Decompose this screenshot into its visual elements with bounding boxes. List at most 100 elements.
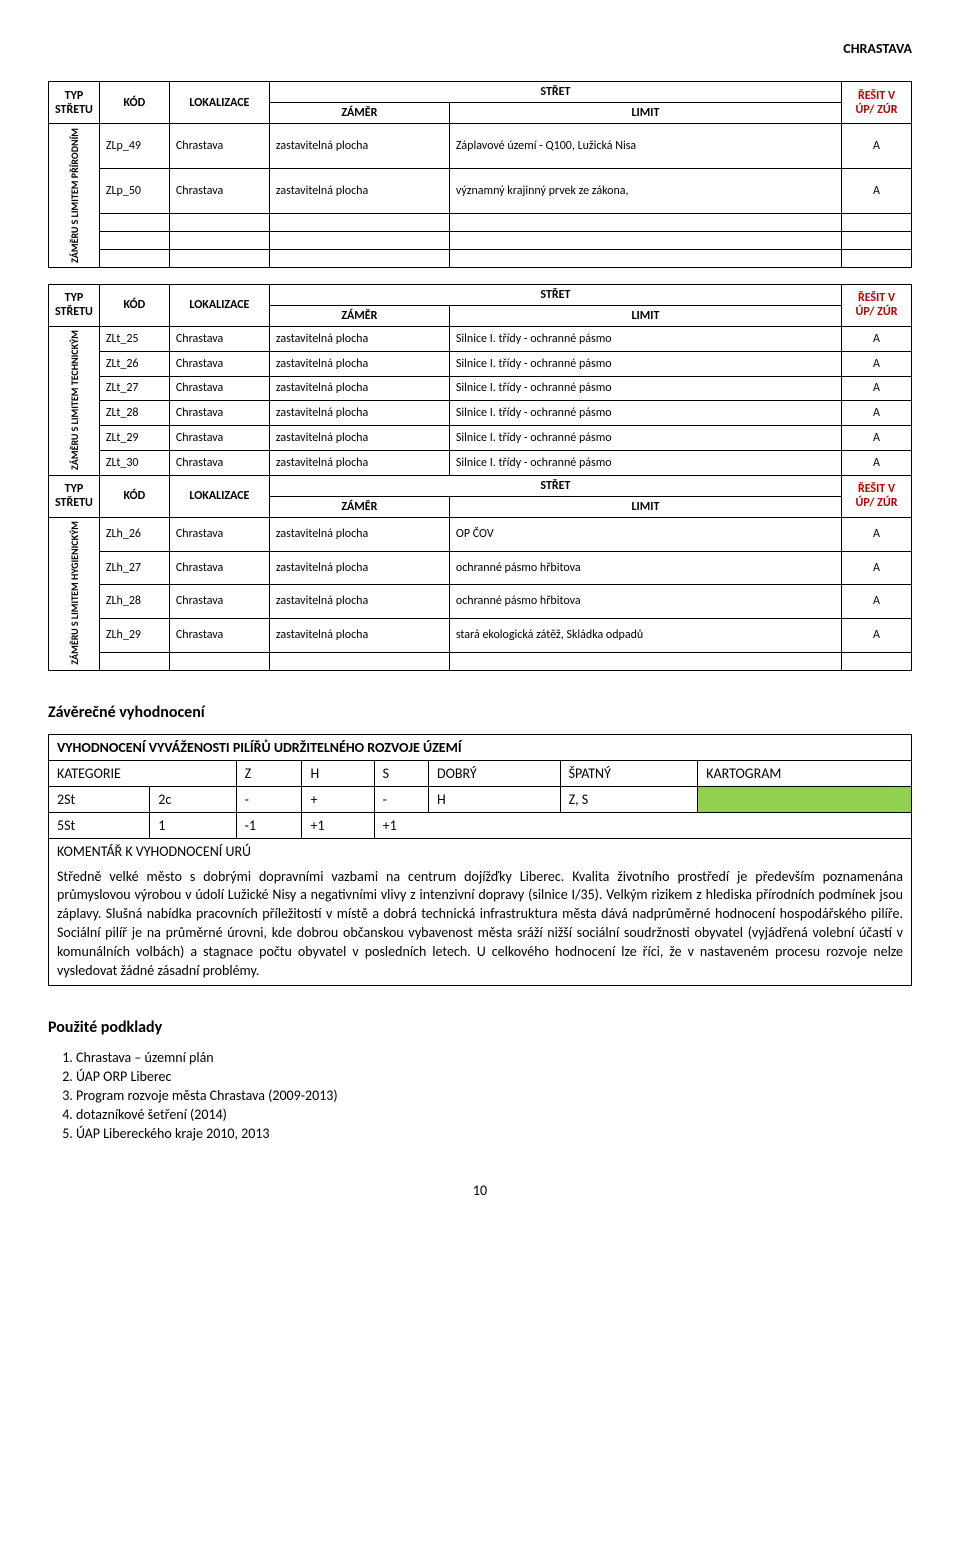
cell-kod: ZLh_28: [99, 585, 169, 619]
eval-h-h: H: [302, 760, 374, 786]
eval-r1-c6: Z, S: [560, 786, 698, 812]
cell-limit: Silnice I. třídy - ochranné pásmo: [449, 376, 841, 401]
cell-lok: Chrastava: [169, 450, 269, 475]
cell-zamer: zastavitelná plocha: [269, 517, 449, 551]
cell-res: A: [842, 351, 912, 376]
cell-zamer: zastavitelná plocha: [269, 124, 449, 169]
th-limit: LIMIT: [449, 103, 841, 124]
source-item: dotazníkové šetření (2014): [76, 1106, 912, 1123]
th-resit: ŘEŠIT V ÚP/ ZÚR: [842, 284, 912, 326]
th-zamer: ZÁMĚR: [269, 496, 449, 517]
eval-r2-c4: +1: [374, 812, 911, 838]
cell-res: A: [842, 450, 912, 475]
cell-limit: Silnice I. třídy - ochranné pásmo: [449, 401, 841, 426]
eval-h-kategorie: KATEGORIE: [49, 760, 237, 786]
th-kod: KÓD: [99, 82, 169, 124]
cell-limit: Silnice I. třídy - ochranné pásmo: [449, 426, 841, 451]
eval-title: VYHODNOCENÍ VYVÁŽENOSTI PILÍŘŮ UDRŽITELN…: [49, 734, 912, 760]
cell-zamer: zastavitelná plocha: [269, 585, 449, 619]
cell-lok: Chrastava: [169, 517, 269, 551]
evaluation-table: VYHODNOCENÍ VYVÁŽENOSTI PILÍŘŮ UDRŽITELN…: [48, 734, 912, 986]
cell-res: A: [842, 585, 912, 619]
cell-kod: ZLh_29: [99, 618, 169, 652]
cell-res: A: [842, 426, 912, 451]
source-item: Program rozvoje města Chrastava (2009-20…: [76, 1087, 912, 1104]
cell-res: A: [842, 376, 912, 401]
cell-limit: Silnice I. třídy - ochranné pásmo: [449, 450, 841, 475]
cell-lok: Chrastava: [169, 124, 269, 169]
eval-r1-c3: +: [302, 786, 374, 812]
eval-r1-kartogram-fill: [698, 786, 912, 812]
cell-lok: Chrastava: [169, 551, 269, 585]
eval-r2-c2: -1: [236, 812, 302, 838]
th-zamer: ZÁMĚR: [269, 103, 449, 124]
cell-limit: významný krajinný prvek ze zákona,: [449, 168, 841, 213]
cell-kod: ZLh_26: [99, 517, 169, 551]
th-kod: KÓD: [99, 284, 169, 326]
cell-kod: ZLt_28: [99, 401, 169, 426]
eval-komentar-hdr: KOMENTÁŘ K VYHODNOCENÍ URÚ: [49, 838, 912, 864]
sources-list: Chrastava – územní plán ÚAP ORP Liberec …: [48, 1049, 912, 1142]
eval-r2-c0: 5St: [49, 812, 150, 838]
source-item: ÚAP Libereckého kraje 2010, 2013: [76, 1125, 912, 1142]
cell-kod: ZLh_27: [99, 551, 169, 585]
source-item: Chrastava – územní plán: [76, 1049, 912, 1066]
cell-limit: OP ČOV: [449, 517, 841, 551]
cell-lok: Chrastava: [169, 168, 269, 213]
th-typ: TYP STŘETU: [49, 284, 100, 326]
th-stret: STŘET: [269, 82, 841, 103]
eval-h-s: S: [374, 760, 428, 786]
cell-kod: ZLp_49: [99, 124, 169, 169]
cell-limit: stará ekologická zátěž, Skládka odpadů: [449, 618, 841, 652]
eval-r1-c4: -: [374, 786, 428, 812]
cell-res: A: [842, 618, 912, 652]
cell-zamer: zastavitelná plocha: [269, 426, 449, 451]
source-item: ÚAP ORP Liberec: [76, 1068, 912, 1085]
cell-lok: Chrastava: [169, 376, 269, 401]
th-limit: LIMIT: [449, 305, 841, 326]
cell-zamer: zastavitelná plocha: [269, 618, 449, 652]
th-zamer: ZÁMĚR: [269, 305, 449, 326]
eval-h-z: Z: [236, 760, 302, 786]
cell-zamer: zastavitelná plocha: [269, 351, 449, 376]
conflict-table-tech-hyg: TYP STŘETU KÓD LOKALIZACE STŘET ŘEŠIT V …: [48, 284, 912, 671]
cell-limit: Silnice I. třídy - ochranné pásmo: [449, 326, 841, 351]
cell-lok: Chrastava: [169, 326, 269, 351]
page-number: 10: [48, 1182, 912, 1199]
eval-r1-c0: 2St: [49, 786, 150, 812]
conflict-table-prirodni: TYP STŘETU KÓD LOKALIZACE STŘET ŘEŠIT V …: [48, 81, 912, 268]
cell-kod: ZLt_27: [99, 376, 169, 401]
th-resit: ŘEŠIT V ÚP/ ZÚR: [842, 82, 912, 124]
cell-limit: ochranné pásmo hřbitova: [449, 551, 841, 585]
eval-r1-c5: H: [428, 786, 560, 812]
cell-lok: Chrastava: [169, 351, 269, 376]
cell-lok: Chrastava: [169, 426, 269, 451]
row-group-hyg: ZÁMĚRU S LIMITEM HYGIENICKÝM: [49, 517, 100, 670]
th-stret: STŘET: [269, 475, 841, 496]
sources-heading: Použité podklady: [48, 1018, 912, 1037]
cell-res: A: [842, 326, 912, 351]
cell-kod: ZLp_50: [99, 168, 169, 213]
cell-res: A: [842, 168, 912, 213]
cell-zamer: zastavitelná plocha: [269, 551, 449, 585]
final-evaluation-heading: Závěrečné vyhodnocení: [48, 703, 912, 722]
th-kod: KÓD: [99, 475, 169, 517]
cell-lok: Chrastava: [169, 618, 269, 652]
th-typ: TYP STŘETU: [49, 82, 100, 124]
eval-h-spatny: ŠPATNÝ: [560, 760, 698, 786]
th-lok: LOKALIZACE: [169, 475, 269, 517]
row-group-tech: ZÁMĚRU S LIMITEM TECHNICKÝM: [49, 326, 100, 475]
th-lok: LOKALIZACE: [169, 284, 269, 326]
th-stret: STŘET: [269, 284, 841, 305]
cell-kod: ZLt_30: [99, 450, 169, 475]
cell-kod: ZLt_25: [99, 326, 169, 351]
cell-res: A: [842, 551, 912, 585]
th-typ: TYP STŘETU: [49, 475, 100, 517]
cell-limit: ochranné pásmo hřbitova: [449, 585, 841, 619]
cell-zamer: zastavitelná plocha: [269, 376, 449, 401]
cell-res: A: [842, 517, 912, 551]
eval-r1-c2: -: [236, 786, 302, 812]
cell-kod: ZLt_29: [99, 426, 169, 451]
eval-h-kartogram: KARTOGRAM: [698, 760, 912, 786]
cell-res: A: [842, 124, 912, 169]
